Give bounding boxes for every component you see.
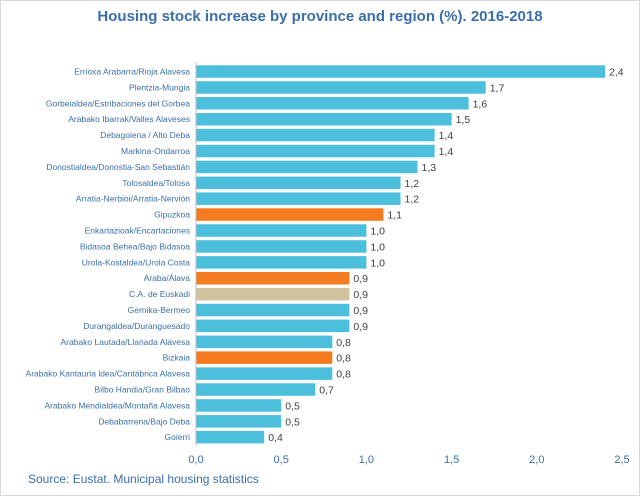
x-tick-label: 1,0 xyxy=(359,454,374,466)
bar xyxy=(196,176,401,190)
category-label: Errioxa Arabarra/Rioja Alavesa xyxy=(74,67,190,77)
data-label: 1,0 xyxy=(370,226,385,238)
data-label: 1,5 xyxy=(456,114,471,126)
data-label: 0,9 xyxy=(353,321,368,333)
bar xyxy=(196,97,469,110)
data-label: 1,0 xyxy=(370,257,385,269)
data-label: 0,7 xyxy=(319,385,334,397)
data-label: 0,5 xyxy=(285,416,300,428)
bar xyxy=(196,128,435,142)
bar xyxy=(196,240,367,253)
category-label: C.A. de Euskadi xyxy=(129,289,190,299)
category-label: Plentzia-Mungia xyxy=(129,82,190,92)
bar xyxy=(196,415,282,428)
category-label: Tolosaldea/Tolosa xyxy=(122,178,190,188)
x-tick-label: 0,5 xyxy=(274,454,289,466)
bar xyxy=(196,383,316,396)
category-label: Gipuzkoa xyxy=(154,210,190,220)
data-label: 1,4 xyxy=(439,146,454,158)
category-label: Durangaldea/Duranguesado xyxy=(83,321,190,331)
bar xyxy=(196,144,435,158)
data-label: 1,6 xyxy=(473,98,488,110)
data-label: 0,8 xyxy=(336,369,351,381)
data-label: 1,4 xyxy=(439,130,454,142)
category-label: Arabako Lautada/Llanada Alavesa xyxy=(61,337,191,347)
data-label: 0,9 xyxy=(353,289,368,301)
data-label: 1,1 xyxy=(387,210,402,222)
bar xyxy=(196,272,350,285)
data-label: 0,9 xyxy=(353,305,368,317)
bar xyxy=(196,303,350,317)
category-label: Gernika-Bermeo xyxy=(128,305,191,315)
bar xyxy=(196,160,418,174)
category-label: Araba/Álava xyxy=(144,273,191,283)
x-tick-label: 2,0 xyxy=(529,454,544,466)
bar xyxy=(196,192,401,205)
source-note: Source: Eustat. Municipal housing statis… xyxy=(28,472,259,486)
category-label: Enkartazioak/Encartaciones xyxy=(85,226,190,236)
bar xyxy=(196,113,452,126)
bar xyxy=(196,430,265,444)
category-label: Bizkaia xyxy=(163,353,191,363)
category-label: Arabako Ibarrak/Valles Alaveses xyxy=(68,114,190,124)
bar xyxy=(196,319,350,333)
category-label: Urola-Kostaldea/Urola Costa xyxy=(82,257,190,267)
category-label: Bilbo Handia/Gran Bilbao xyxy=(95,385,191,395)
x-tick-label: 1,5 xyxy=(444,454,459,466)
bar xyxy=(196,335,333,349)
data-label: 0,5 xyxy=(285,400,300,412)
data-label: 2,4 xyxy=(609,67,624,79)
bar xyxy=(196,351,333,364)
data-label: 1,2 xyxy=(405,194,420,206)
data-label: 0,9 xyxy=(353,273,368,285)
category-label: Arabako Mendialdea/Montaña Alavesa xyxy=(44,400,190,410)
data-label: 1,3 xyxy=(422,162,437,174)
category-label: Markina-Ondarroa xyxy=(121,146,190,156)
bar xyxy=(196,65,605,78)
data-label: 1,7 xyxy=(490,82,505,94)
bar xyxy=(196,367,333,380)
chart-title: Housing stock increase by province and r… xyxy=(97,8,543,25)
category-label: Bidasoa Behea/Bajo Bidasoa xyxy=(80,241,190,251)
bar xyxy=(196,224,367,237)
category-label: Debagoiena / Alto Deba xyxy=(100,130,190,140)
bar xyxy=(196,287,350,301)
x-tick-label: 0,0 xyxy=(188,454,203,466)
bar-chart: Errioxa Arabarra/Rioja Alavesa 2,4 Plentzi… xyxy=(26,62,630,466)
data-label: 1,2 xyxy=(405,178,420,190)
x-tick-label: 2,5 xyxy=(614,454,629,466)
data-label: 0,8 xyxy=(336,337,351,349)
category-label: Goierri xyxy=(164,432,190,442)
bar xyxy=(196,256,367,269)
category-label: Debabarrena/Bajo Deba xyxy=(98,416,190,426)
category-label: Donostialdea/Donostia-San Sebastián xyxy=(46,162,190,172)
data-label: 0,8 xyxy=(336,353,351,365)
data-label: 1,0 xyxy=(370,241,385,253)
bar xyxy=(196,399,282,412)
data-label: 0,4 xyxy=(268,432,283,444)
category-label: Arabako Kantauria ldea/Cantábrica Alaves… xyxy=(26,369,191,379)
bar xyxy=(196,208,384,221)
category-label: Arratia-Nerbioi/Arratia-Nervión xyxy=(76,194,191,204)
category-label: Gorbeialdea/Estribaciones del Gorbea xyxy=(46,98,190,108)
bar xyxy=(196,81,486,94)
